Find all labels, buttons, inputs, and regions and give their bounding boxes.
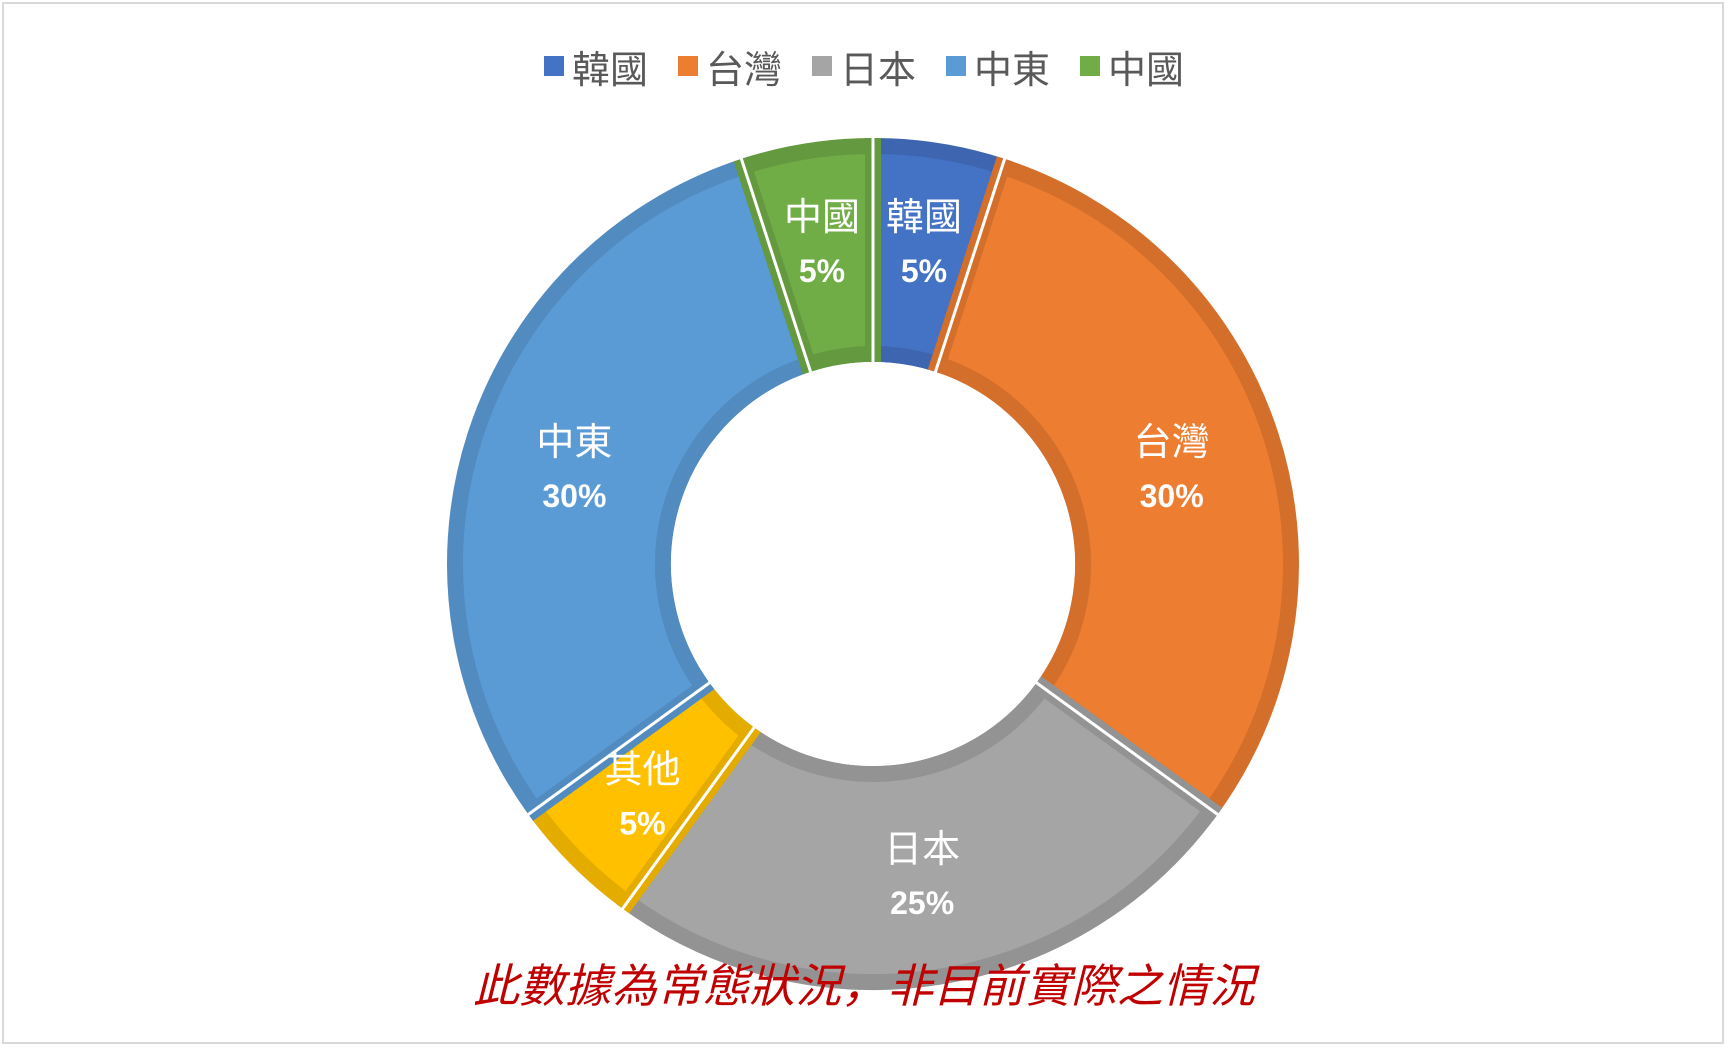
legend-swatch — [811, 56, 832, 76]
legend-label: 中東 — [974, 47, 1051, 92]
slice-label-2: 日本 — [884, 827, 960, 871]
slice-label-5: 中國 — [784, 195, 860, 239]
legend-item-0: 韓國 — [543, 39, 648, 94]
slice-1 — [927, 156, 1299, 821]
legend-swatch — [946, 56, 966, 76]
legend-item-4: 中國 — [1080, 39, 1184, 94]
slice-percent-2: 25% — [890, 885, 954, 921]
slice-label-4: 中東 — [536, 420, 612, 464]
slice-4 — [447, 156, 819, 821]
legend: 韓國 台灣 日本 中東 中國 — [0, 38, 1728, 94]
slice-separator-4 — [526, 680, 712, 817]
disclaimer-note: 此數據為常態狀況，非目前實際之情況 — [473, 959, 1255, 1013]
legend-label: 韓國 — [571, 47, 648, 92]
legend-label: 台灣 — [705, 47, 782, 92]
legend-label: 中國 — [1108, 47, 1185, 92]
slice-percent-4: 30% — [542, 478, 606, 514]
slice-label-0: 韓國 — [886, 195, 962, 239]
slice-label-1: 台灣 — [1134, 420, 1210, 464]
slice-percent-3: 5% — [619, 806, 665, 842]
slice-percent-0: 5% — [901, 253, 947, 289]
slice-2 — [616, 676, 1223, 990]
legend-item-1: 台灣 — [677, 39, 782, 94]
slice-separator-2 — [1034, 680, 1220, 817]
slice-separator-3 — [620, 725, 757, 911]
slice-percent-5: 5% — [799, 253, 845, 289]
slice-percent-1: 30% — [1140, 478, 1204, 514]
legend-label: 日本 — [839, 47, 916, 92]
slice-separator-1 — [933, 157, 1007, 374]
slice-label-3: 其他 — [604, 748, 680, 792]
legend-item-2: 日本 — [811, 39, 916, 94]
slice-separator-5 — [739, 157, 813, 374]
legend-swatch — [543, 56, 564, 76]
donut-hole — [671, 362, 1075, 766]
legend-swatch — [1080, 56, 1101, 76]
legend-item-3: 中東 — [946, 39, 1050, 94]
legend-swatch — [677, 56, 698, 76]
